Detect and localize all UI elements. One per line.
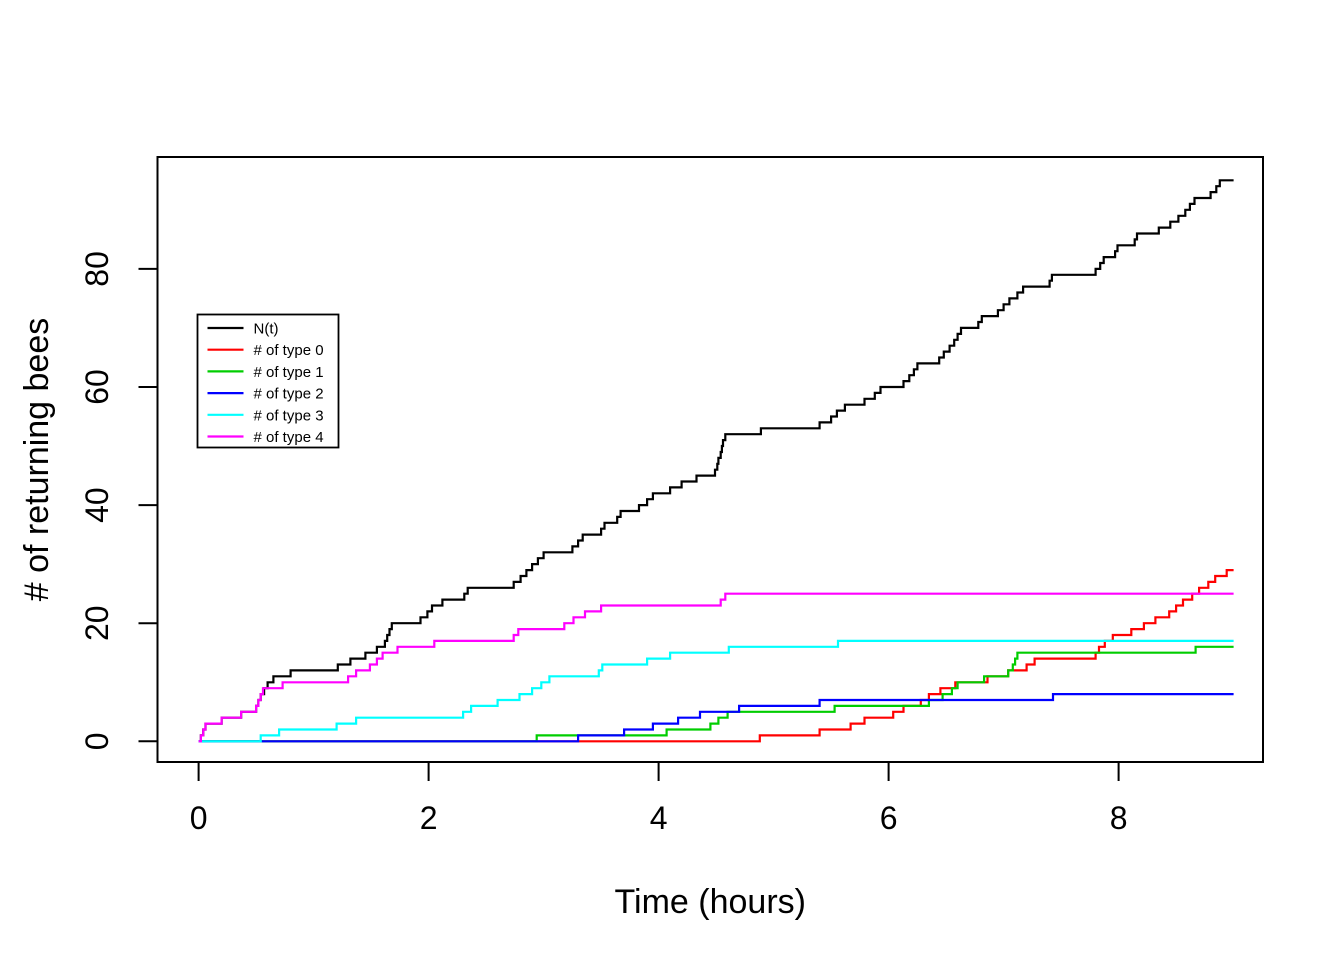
legend-label-1: # of type 0	[254, 342, 324, 359]
y-axis-tick-label: 40	[79, 487, 115, 523]
legend: N(t) # of type 0 # of type 1 # of type 2 # o…	[196, 313, 340, 449]
y-axis-tick-label: 80	[79, 251, 115, 287]
y-axis-title: # of returning bees	[18, 318, 56, 602]
series-line-5	[198, 592, 1234, 743]
series-line-2	[198, 645, 1234, 743]
series-line-0	[198, 179, 1234, 743]
plot-border	[156, 156, 1264, 763]
x-axis-tick-label: 2	[420, 800, 438, 836]
legend-label-5: # of type 4	[254, 429, 324, 446]
x-axis-tick-label: 8	[1110, 800, 1128, 836]
series-line-3	[198, 693, 1234, 743]
series-group	[198, 179, 1234, 743]
y-axis-tick-label: 60	[79, 369, 115, 405]
legend-label-2: # of type 1	[254, 364, 324, 381]
series-line-1	[198, 569, 1234, 743]
legend-label-3: # of type 2	[254, 386, 324, 403]
legend-label-0: N(t)	[254, 321, 279, 338]
legend-label-4: # of type 3	[254, 407, 324, 424]
x-axis-tick-label: 0	[190, 800, 208, 836]
x-axis-tick-label: 4	[650, 800, 668, 836]
x-axis-title: Time (hours)	[615, 883, 806, 921]
series-line-4	[198, 639, 1234, 743]
legend-box	[196, 313, 340, 449]
y-axis-tick-label: 0	[79, 732, 115, 750]
x-axis-tick-label: 6	[880, 800, 898, 836]
y-axis-tick-label: 20	[79, 605, 115, 641]
